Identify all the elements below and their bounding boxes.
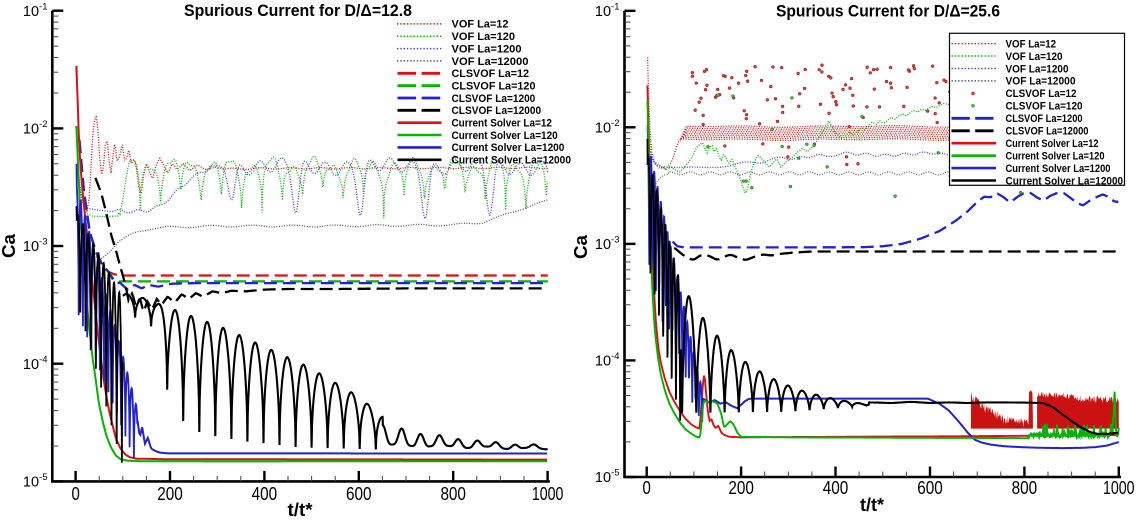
svg-text:10-1: 10-1 — [23, 1, 48, 20]
svg-text:Current Solver La=12000: Current Solver La=12000 — [1006, 175, 1124, 187]
svg-text:10-2: 10-2 — [23, 119, 48, 138]
svg-text:Ca: Ca — [0, 233, 19, 258]
svg-text:800: 800 — [440, 484, 466, 504]
svg-text:Current Solver La=1200: Current Solver La=1200 — [1006, 163, 1111, 175]
svg-text:Current Solver La=120: Current Solver La=120 — [452, 130, 558, 142]
svg-text:10-2: 10-2 — [595, 118, 620, 137]
svg-text:VOF La=12000: VOF La=12000 — [452, 56, 529, 68]
svg-text:CLSVOF La=12: CLSVOF La=12 — [452, 68, 530, 80]
svg-text:10-5: 10-5 — [23, 472, 48, 491]
svg-text:VOF La=1200: VOF La=1200 — [452, 43, 522, 55]
svg-text:0: 0 — [71, 484, 79, 504]
svg-text:CLSVOF La=120: CLSVOF La=120 — [452, 81, 536, 93]
svg-text:VOF La=12000: VOF La=12000 — [1006, 76, 1076, 88]
svg-text:10-3: 10-3 — [23, 237, 48, 256]
svg-text:VOF La=1200: VOF La=1200 — [1006, 63, 1069, 75]
svg-text:10-5: 10-5 — [595, 468, 620, 487]
svg-text:t/t*: t/t* — [860, 495, 884, 515]
svg-text:400: 400 — [252, 484, 278, 504]
svg-text:Current Solver La=120: Current Solver La=120 — [1006, 151, 1105, 163]
svg-text:Current Solver La=12: Current Solver La=12 — [1006, 138, 1099, 150]
svg-text:1000: 1000 — [532, 484, 564, 504]
svg-text:Current Solver La=12: Current Solver La=12 — [452, 118, 552, 130]
svg-text:CLSVOF La=12000: CLSVOF La=12000 — [1006, 126, 1089, 138]
svg-text:CLSVOF La=120: CLSVOF La=120 — [1006, 101, 1083, 113]
svg-text:10-4: 10-4 — [23, 354, 48, 373]
svg-text:10-4: 10-4 — [595, 351, 620, 370]
svg-text:CLSVOF La=12: CLSVOF La=12 — [1006, 88, 1077, 100]
svg-text:t/t*: t/t* — [288, 500, 313, 520]
svg-text:Spurious Current for D/Δ=25.6: Spurious Current for D/Δ=25.6 — [776, 3, 1000, 21]
svg-text:Current Solver La=12000: Current Solver La=12000 — [452, 155, 572, 167]
svg-text:CLSVOF La=1200: CLSVOF La=1200 — [452, 93, 536, 105]
svg-text:Ca: Ca — [571, 234, 591, 259]
svg-text:VOF La=12: VOF La=12 — [1006, 38, 1057, 50]
svg-text:VOF La=120: VOF La=120 — [1006, 51, 1063, 63]
svg-text:800: 800 — [1012, 478, 1038, 498]
svg-text:10-3: 10-3 — [595, 235, 620, 254]
svg-text:CLSVOF La=1200: CLSVOF La=1200 — [1006, 113, 1083, 125]
svg-text:600: 600 — [346, 484, 372, 504]
svg-text:Spurious Current for D/Δ=12.8: Spurious Current for D/Δ=12.8 — [184, 2, 412, 20]
svg-text:VOF La=12: VOF La=12 — [452, 19, 509, 31]
svg-text:200: 200 — [157, 484, 183, 504]
svg-text:0: 0 — [643, 478, 651, 498]
svg-text:1000: 1000 — [1103, 478, 1135, 498]
svg-text:Current Solver La=1200: Current Solver La=1200 — [452, 142, 565, 154]
svg-text:VOF La=120: VOF La=120 — [452, 31, 516, 43]
svg-text:600: 600 — [917, 478, 943, 498]
svg-text:CLSVOF La=12000: CLSVOF La=12000 — [452, 105, 542, 117]
svg-text:200: 200 — [728, 478, 754, 498]
svg-text:10-1: 10-1 — [595, 2, 620, 21]
svg-text:400: 400 — [823, 478, 849, 498]
